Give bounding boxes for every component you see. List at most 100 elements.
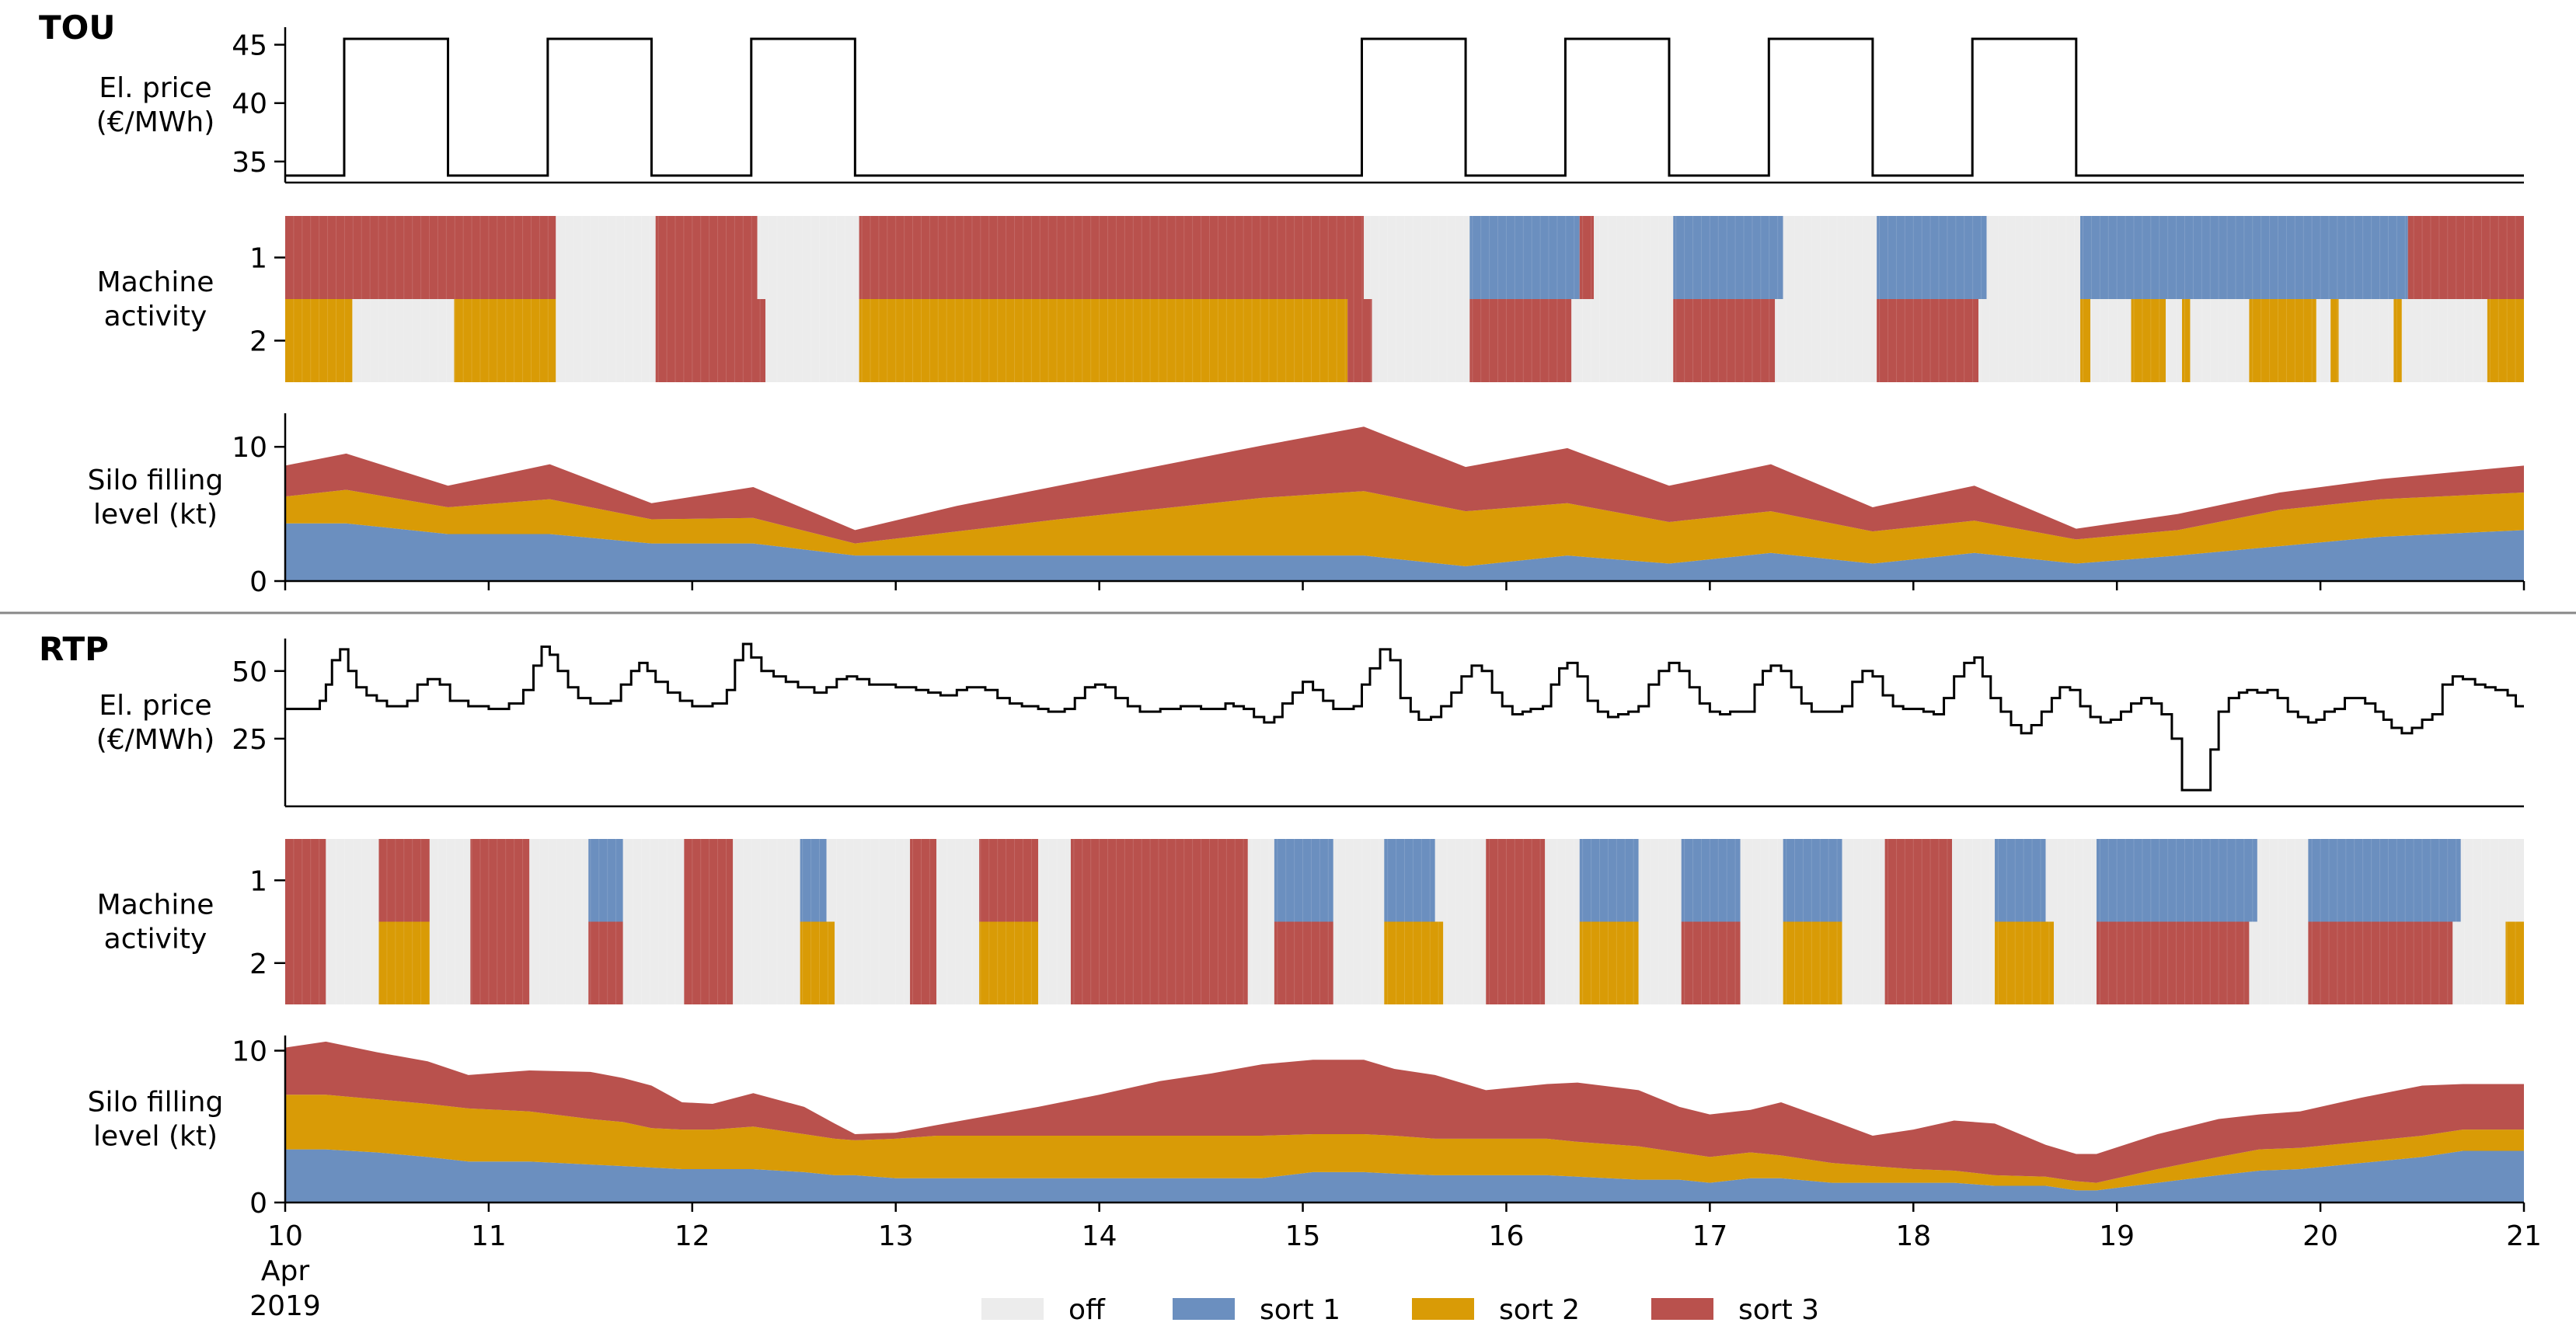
rtp-machine2-off-segment <box>429 921 471 1004</box>
rtp-title: RTP <box>39 630 109 668</box>
legend-item-sort2: sort 2 <box>1412 1294 1580 1326</box>
tou-machine2-sort3-segment <box>1877 299 1979 382</box>
tou-machine2-off-segment <box>2401 299 2487 382</box>
rtp-machine2-sort3-segment <box>684 921 734 1004</box>
tou-machine2-sort2-segment <box>2249 299 2316 382</box>
rtp-price-panel: 25 50 El. price(€/MWh) <box>96 639 2524 808</box>
tou-silo-sort2-area <box>285 489 2524 566</box>
rtp-machine1-sort3-segment <box>1070 839 1248 922</box>
rtp-machine2-sort3-segment <box>2096 921 2250 1004</box>
rtp-machine2-sort3-segment <box>1681 921 1741 1004</box>
rtp-machine2-off-segment <box>1638 921 1682 1004</box>
rtp-machine2-off-segment <box>1247 921 1274 1004</box>
tou-machine1-off-segment <box>1364 216 1470 299</box>
rtp-machine1-off-segment <box>936 839 980 922</box>
rtp-activity-hour-lines <box>293 839 2516 1004</box>
rtp-machine2-sort3-segment <box>470 921 530 1004</box>
rtp-machine2-sort2-segment <box>1384 921 1444 1004</box>
legend-item-off: off <box>981 1294 1106 1326</box>
rtp-machine1-sort3-segment <box>684 839 734 922</box>
tou-machine1-sort3-segment <box>2407 216 2524 299</box>
rtp-machine2-sort3-segment <box>1070 921 1248 1004</box>
tou-machine2-off-segment <box>2316 299 2331 382</box>
tou-price-ylabel-line: El. price <box>99 72 211 104</box>
tou-activity-ytick-label: 2 <box>249 326 267 358</box>
rtp-machine2-sort3-segment <box>285 921 326 1004</box>
tou-silo-ylabel-line: Silo filling <box>88 465 224 496</box>
tou-price-ylabel-line: (€/MWh) <box>96 106 215 138</box>
tou-machine1-off-segment <box>556 216 656 299</box>
legend-label-off: off <box>1068 1294 1106 1326</box>
rtp-machine1-off-segment <box>2045 839 2097 922</box>
tou-machine1-off-segment <box>757 216 859 299</box>
tou-machine1-off-segment <box>1783 216 1877 299</box>
x-tick-label: 14 <box>1082 1220 1117 1252</box>
rtp-section: RTP 25 50 El. price(€/MWh) 1 2 Machineactivity… <box>39 630 2525 1220</box>
tou-activity-ylabel-line: activity <box>104 301 207 332</box>
rtp-machine1-sort1-segment <box>588 839 623 922</box>
rtp-machine1-off-segment <box>1545 839 1580 922</box>
rtp-machine1-off-segment <box>1038 839 1071 922</box>
tou-machine2-off-segment <box>2090 299 2132 382</box>
tou-machine1-sort1-segment <box>1673 216 1783 299</box>
legend-label-sort2: sort 2 <box>1499 1294 1580 1326</box>
tou-machine2-sort2-segment <box>2181 299 2191 382</box>
tou-machine2-sort2-segment <box>2080 299 2091 382</box>
rtp-machine1-sort1-segment <box>2308 839 2461 922</box>
tou-title: TOU <box>39 9 115 47</box>
rtp-machine1-off-segment <box>529 839 589 922</box>
rtp-machine1-sort1-segment <box>1995 839 2046 922</box>
tou-machine2-sort2-segment <box>2330 299 2339 382</box>
rtp-machine2-sort3-segment <box>910 921 937 1004</box>
x-tick-label: 21 <box>2506 1220 2542 1252</box>
rtp-machine2-off-segment <box>1842 921 1885 1004</box>
tou-machine2-off-segment <box>2338 299 2394 382</box>
tou-machine2-sort2-segment <box>2131 299 2166 382</box>
rtp-machine1-sort1-segment <box>2096 839 2257 922</box>
tou-machine2-off-segment <box>2190 299 2250 382</box>
tou-activity-hour-lines <box>293 216 2516 382</box>
tou-section: TOU 35 40 45 El. price(€/MWh) 1 2 Machineactivi… <box>39 9 2525 598</box>
rtp-machine1-off-segment <box>622 839 685 922</box>
tou-machine2-sort3-segment <box>1673 299 1776 382</box>
rtp-machine1-sort1-segment <box>1681 839 1741 922</box>
x-tick-label: 10 <box>267 1220 303 1252</box>
tou-machine2-sort3-segment <box>655 299 766 382</box>
tou-machine1-sort1-segment <box>1469 216 1580 299</box>
tou-machine2-off-segment <box>765 299 859 382</box>
rtp-machine1-off-segment <box>429 839 471 922</box>
rtp-machine2-off-segment <box>2249 921 2309 1004</box>
tou-machine2-sort2-segment <box>285 299 353 382</box>
tou-machine2-off-segment <box>2166 299 2182 382</box>
rtp-machine1-off-segment <box>826 839 911 922</box>
tou-price-line <box>285 37 2524 177</box>
rtp-machine2-off-segment <box>733 921 800 1004</box>
rtp-machine2-sort2-segment <box>800 921 835 1004</box>
tou-activity-ytick-label: 1 <box>249 243 267 275</box>
rtp-machine1-off-segment <box>326 839 379 922</box>
legend-item-sort1: sort 1 <box>1173 1294 1340 1326</box>
x-tick-label: 16 <box>1489 1220 1525 1252</box>
rtp-machine1-off-segment <box>1638 839 1682 922</box>
rtp-machine1-sort3-segment <box>470 839 530 922</box>
rtp-machine2-sort3-segment <box>2308 921 2453 1004</box>
x-month-label: Apr <box>261 1255 309 1287</box>
tou-price-ytick-label: 45 <box>232 30 267 62</box>
tou-machine1-off-segment <box>1594 216 1674 299</box>
tou-machine2-off-segment <box>352 299 455 382</box>
x-year-label: 2019 <box>249 1290 321 1322</box>
rtp-machine1-off-segment <box>1842 839 1885 922</box>
tou-machine2-off-segment <box>556 299 656 382</box>
x-tick-label: 17 <box>1692 1220 1727 1252</box>
tou-machine1-sort3-segment <box>859 216 1365 299</box>
rtp-activity-ytick-label: 2 <box>249 948 267 980</box>
rtp-machine1-sort1-segment <box>1783 839 1842 922</box>
